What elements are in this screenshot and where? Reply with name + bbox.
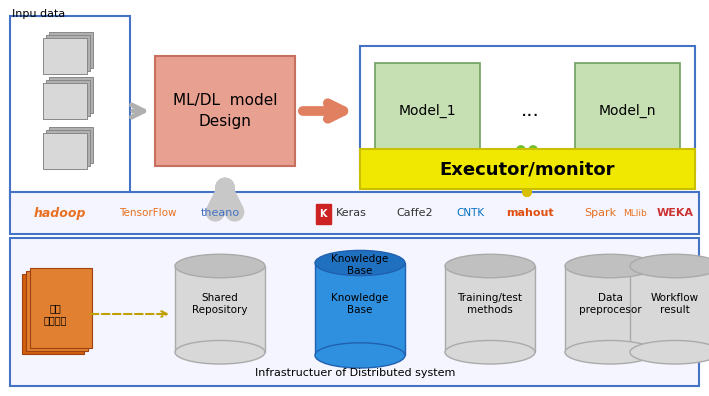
Text: Executor/monitor: Executor/monitor <box>440 160 615 178</box>
FancyBboxPatch shape <box>575 63 680 158</box>
Text: CNTK: CNTK <box>456 208 484 218</box>
Text: Model_n: Model_n <box>598 104 656 118</box>
FancyBboxPatch shape <box>49 127 93 163</box>
Ellipse shape <box>445 254 535 278</box>
FancyBboxPatch shape <box>43 83 87 119</box>
Text: Model_1: Model_1 <box>398 104 456 118</box>
FancyBboxPatch shape <box>49 32 93 68</box>
Text: theano: theano <box>201 208 240 218</box>
FancyBboxPatch shape <box>26 271 88 351</box>
Ellipse shape <box>315 250 405 276</box>
Ellipse shape <box>630 254 709 278</box>
Text: Knowledge
Base: Knowledge Base <box>331 254 389 276</box>
Ellipse shape <box>565 341 655 364</box>
Text: 빌드
스크립트: 빌드 스크립트 <box>43 303 67 325</box>
FancyBboxPatch shape <box>360 149 695 189</box>
Text: ...: ... <box>520 101 540 120</box>
Text: Inpu data: Inpu data <box>12 9 65 19</box>
Ellipse shape <box>315 343 405 368</box>
FancyBboxPatch shape <box>630 266 709 352</box>
FancyBboxPatch shape <box>316 204 331 224</box>
Text: Shared
Repository: Shared Repository <box>192 293 247 315</box>
FancyBboxPatch shape <box>10 192 699 234</box>
Text: Workflow
result: Workflow result <box>651 293 699 315</box>
FancyBboxPatch shape <box>30 268 92 348</box>
Text: MLlib: MLlib <box>623 209 647 217</box>
Text: Training/test
methods: Training/test methods <box>457 293 523 315</box>
Ellipse shape <box>175 341 265 364</box>
Text: Caffe2: Caffe2 <box>397 208 433 218</box>
FancyBboxPatch shape <box>175 266 265 352</box>
Text: Knowledge
Base: Knowledge Base <box>331 293 389 315</box>
Ellipse shape <box>565 254 655 278</box>
Text: Infrastructuer of Distributed system: Infrastructuer of Distributed system <box>255 368 455 378</box>
FancyBboxPatch shape <box>43 38 87 74</box>
FancyBboxPatch shape <box>46 130 90 166</box>
FancyBboxPatch shape <box>315 263 405 355</box>
FancyBboxPatch shape <box>445 266 535 352</box>
Text: WEKA: WEKA <box>657 208 693 218</box>
FancyBboxPatch shape <box>46 80 90 116</box>
Ellipse shape <box>630 341 709 364</box>
Text: Keras: Keras <box>335 208 367 218</box>
FancyBboxPatch shape <box>375 63 480 158</box>
Ellipse shape <box>175 254 265 278</box>
Text: mahout: mahout <box>506 208 554 218</box>
FancyBboxPatch shape <box>49 77 93 113</box>
Text: hadoop: hadoop <box>34 206 86 219</box>
FancyBboxPatch shape <box>46 35 90 71</box>
FancyBboxPatch shape <box>22 274 84 354</box>
FancyBboxPatch shape <box>10 238 699 386</box>
FancyBboxPatch shape <box>565 266 655 352</box>
FancyBboxPatch shape <box>10 16 130 201</box>
FancyBboxPatch shape <box>360 46 695 171</box>
Text: Spark: Spark <box>584 208 616 218</box>
Text: ML/DL  model
Design: ML/DL model Design <box>173 93 277 129</box>
FancyBboxPatch shape <box>155 56 295 166</box>
Text: K: K <box>319 209 327 219</box>
FancyBboxPatch shape <box>43 133 87 169</box>
Text: TensorFlow: TensorFlow <box>119 208 177 218</box>
Ellipse shape <box>445 341 535 364</box>
Text: Data
preprocesor: Data preprocesor <box>579 293 642 315</box>
